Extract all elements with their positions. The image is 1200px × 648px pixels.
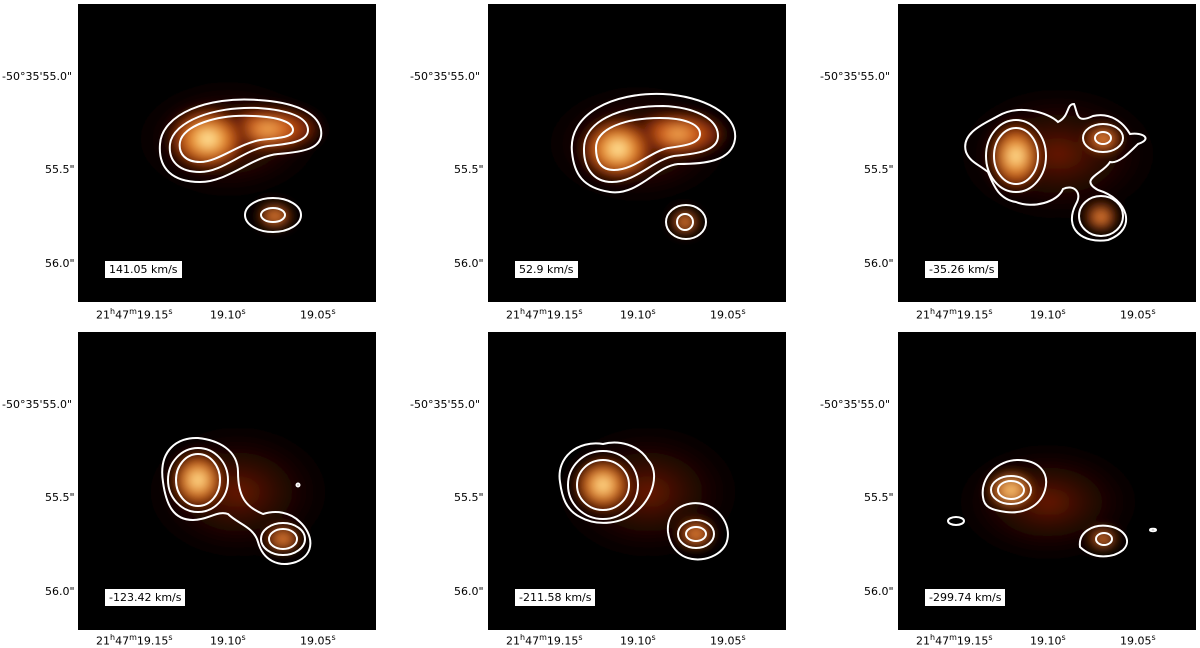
ra-tick-label: 19.05s <box>300 633 336 648</box>
dec-tick-label: 55.5" <box>864 163 894 176</box>
ra-tick-label: 21h47m19.15s <box>506 633 583 648</box>
ra-tick-label: 19.05s <box>300 307 336 322</box>
ra-tick-label: 19.05s <box>1120 633 1156 648</box>
ra-tick-label: 19.10s <box>1030 307 1066 322</box>
channel-map-image-3 <box>938 74 1178 242</box>
channel-map-image-2 <box>528 74 748 240</box>
channel-map-image-5 <box>538 412 758 572</box>
channel-map-panel-6: -299.74 km/s <box>898 332 1196 630</box>
velocity-label: 141.05 km/s <box>104 260 183 279</box>
velocity-label: -299.74 km/s <box>924 588 1007 607</box>
ra-tick-label: 21h47m19.15s <box>916 307 993 322</box>
channel-map-panel-1: 141.05 km/s <box>78 4 376 302</box>
velocity-label: -211.58 km/s <box>514 588 597 607</box>
dec-tick-label: 55.5" <box>454 491 484 504</box>
channel-map-image-6 <box>938 432 1158 572</box>
dec-tick-label: -50°35'55.0" <box>2 70 73 83</box>
channel-map-panel-4: -123.42 km/s <box>78 332 376 630</box>
ra-tick-label: 21h47m19.15s <box>916 633 993 648</box>
dec-tick-label: 55.5" <box>864 491 894 504</box>
ra-tick-label: 19.10s <box>620 307 656 322</box>
ra-tick-label: 19.05s <box>1120 307 1156 322</box>
dec-tick-label: 56.0" <box>45 585 75 598</box>
dec-tick-label: -50°35'55.0" <box>410 70 481 83</box>
ra-tick-label: 21h47m19.15s <box>96 633 173 648</box>
dec-tick-label: -50°35'55.0" <box>820 398 891 411</box>
dec-tick-label: 55.5" <box>45 491 75 504</box>
dec-tick-label: 55.5" <box>454 163 484 176</box>
ra-tick-label: 19.05s <box>710 633 746 648</box>
channel-map-panel-3: -35.26 km/s <box>898 4 1196 302</box>
dec-tick-label: 56.0" <box>864 585 894 598</box>
dec-tick-label: -50°35'55.0" <box>2 398 73 411</box>
dec-tick-label: -50°35'55.0" <box>820 70 891 83</box>
dec-tick-label: 56.0" <box>45 257 75 270</box>
channel-map-panel-5: -211.58 km/s <box>488 332 786 630</box>
ra-tick-label: 21h47m19.15s <box>506 307 583 322</box>
ra-tick-label: 19.05s <box>710 307 746 322</box>
ra-tick-label: 19.10s <box>210 633 246 648</box>
velocity-label: -123.42 km/s <box>104 588 187 607</box>
dec-tick-label: 55.5" <box>45 163 75 176</box>
velocity-label: -35.26 km/s <box>924 260 1000 279</box>
ra-tick-label: 19.10s <box>210 307 246 322</box>
ra-tick-label: 19.10s <box>1030 633 1066 648</box>
velocity-label: 52.9 km/s <box>514 260 579 279</box>
channel-map-image-4 <box>128 412 348 572</box>
dec-tick-label: -50°35'55.0" <box>410 398 481 411</box>
dec-tick-label: 56.0" <box>864 257 894 270</box>
ra-tick-label: 19.10s <box>620 633 656 648</box>
dec-tick-label: 56.0" <box>454 585 484 598</box>
dec-tick-label: 56.0" <box>454 257 484 270</box>
channel-map-image-1 <box>118 69 338 233</box>
channel-map-panel-2: 52.9 km/s <box>488 4 786 302</box>
ra-tick-label: 21h47m19.15s <box>96 307 173 322</box>
